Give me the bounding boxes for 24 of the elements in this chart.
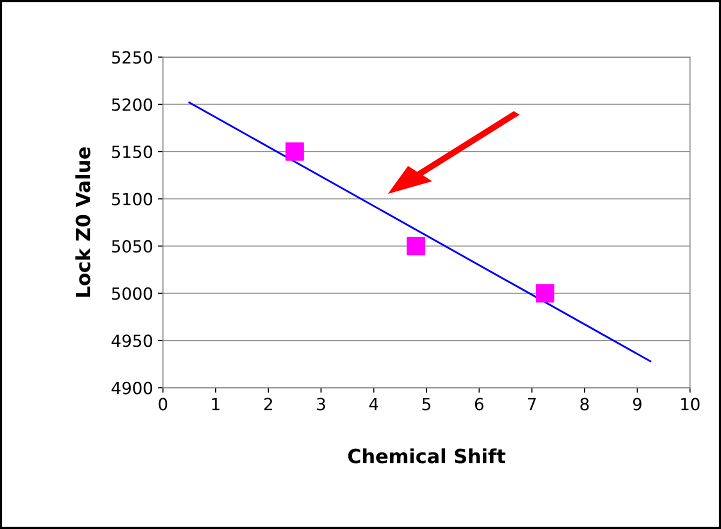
x-tick-label: 1 [212,398,220,410]
x-tick-label: 2 [264,398,272,410]
y-tick-label: 4900 [112,382,152,394]
x-tick-label: 5 [422,398,430,410]
x-tick-label: 6 [475,398,484,410]
x-tick-label: 10 [681,398,700,410]
y-tick-label: 5250 [112,51,152,64]
x-tick-label: 4 [369,398,378,410]
x-tick-label: 3 [317,398,326,410]
x-tick-label: 0 [158,398,168,410]
point [286,142,304,161]
x-tick-label: 8 [580,398,589,410]
x-tick-label: 7 [528,398,536,410]
x-axis-title: Chemical Shift [348,448,506,464]
point [406,236,426,256]
y-tick-label: 5200 [112,98,152,111]
point [536,284,554,302]
y-tick-label: 5100 [112,192,152,206]
y-tick-label: 5050 [112,240,152,253]
x-tick-label: 9 [633,398,642,410]
y-tick-label: 5150 [112,146,152,158]
y-axis-title: Lock Z0 Value [75,147,90,297]
y-tick-label: 5000 [112,287,152,300]
y-tick-label: 4950 [112,334,152,348]
